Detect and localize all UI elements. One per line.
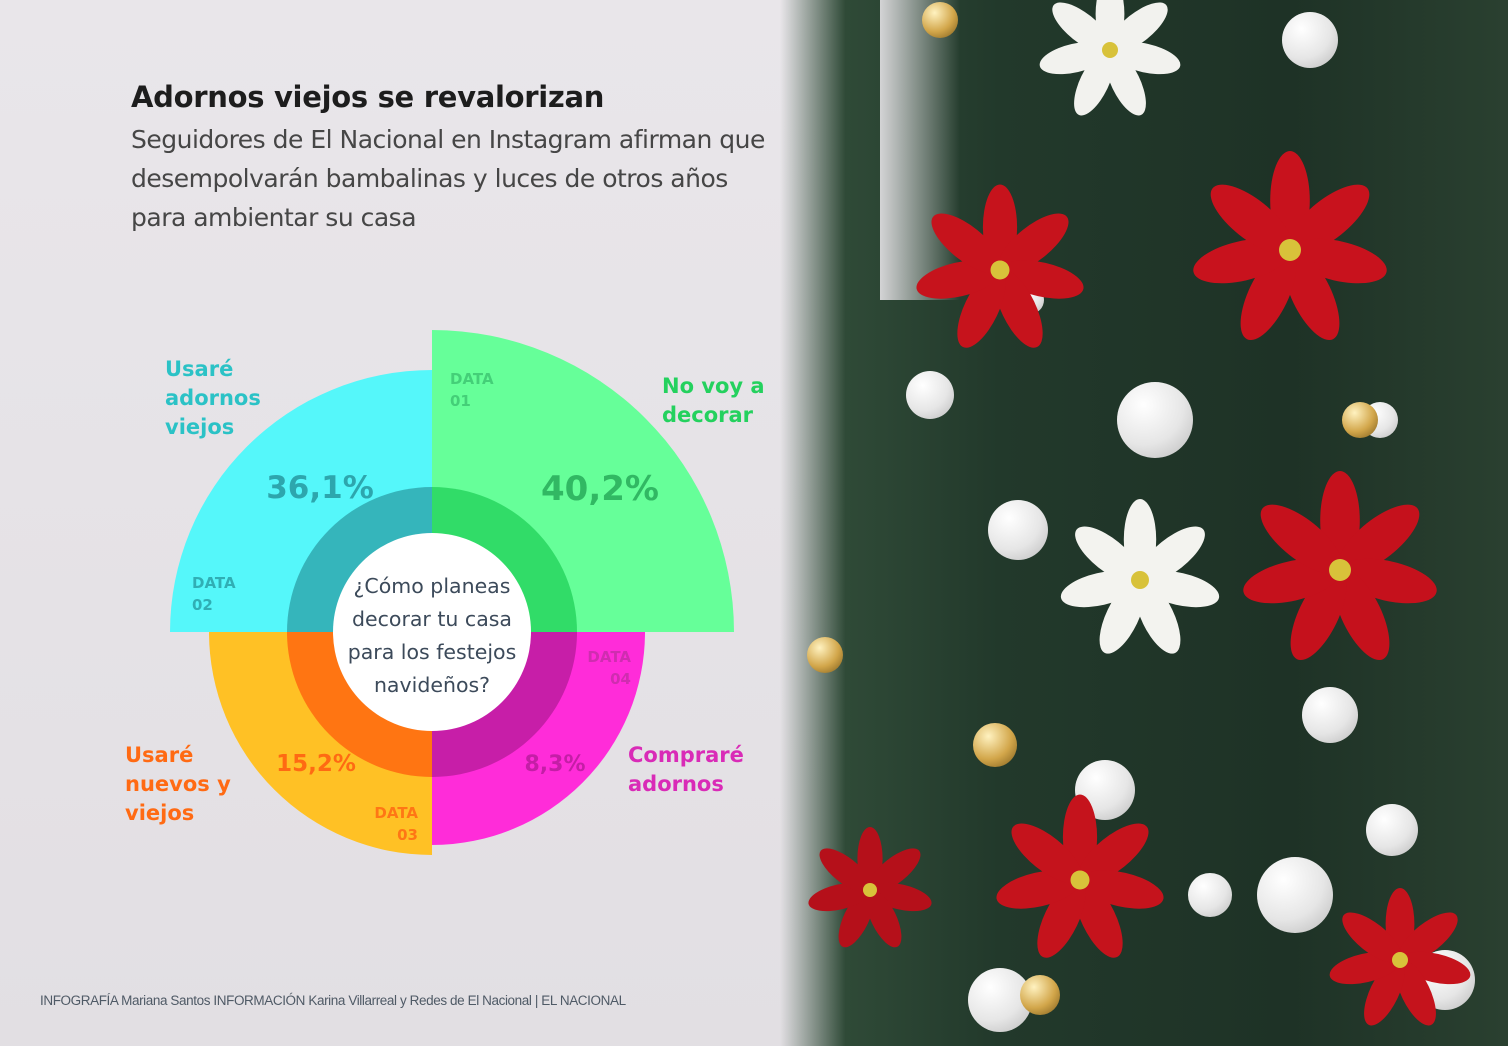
chart-subtitle: Seguidores de El Nacional en Instagram a… [131,120,851,237]
header: Adornos viejos se revalorizan Seguidores… [131,80,851,237]
gold-ornament-icon [1020,975,1060,1015]
poinsettia-icon [1243,471,1437,661]
ornament-ball-icon [1366,804,1418,856]
credit-line: INFOGRAFÍA Mariana Santos INFORMACIÓN Ka… [40,993,626,1008]
ornament-ball-icon [1302,687,1358,743]
ornament-ball-icon [1117,382,1193,458]
slice-id-label: DATA 03 [374,804,418,844]
slice-category-label: Compraré adornos [628,743,744,796]
poinsettia-icon [996,794,1164,958]
chart-title: Adornos viejos se revalorizan [131,80,605,114]
subtitle-line: para ambientar su casa [131,203,417,232]
white-poinsettia-icon [1060,499,1220,654]
ornament-ball-icon [906,371,954,419]
slice-id-label: DATA 01 [450,370,494,410]
ornament-ball-icon [1282,12,1338,68]
slice-category-label: Usaré nuevos y viejos [125,743,231,825]
slice-id-label: DATA 02 [192,574,236,614]
poinsettia-icon [1329,888,1471,1026]
subtitle-line: desempolvarán bambalinas y luces de otro… [131,164,728,193]
poinsettia-icon [1193,151,1387,341]
gold-ornament-icon [973,723,1017,767]
slice-id-label: DATA 04 [587,648,631,688]
slice-value-label: 8,3% [524,752,585,777]
subtitle-line: Seguidores de El Nacional en Instagram a… [131,125,765,154]
slice-value-label: 40,2% [541,469,659,509]
poinsettia-icon [916,184,1084,348]
slice-value-label: 36,1% [266,470,374,506]
chart-center-circle [333,533,531,731]
ornament-ball-icon [1257,857,1333,933]
slice-value-label: 15,2% [276,751,356,777]
poinsettia-icon [808,827,932,948]
gold-ornament-icon [807,637,843,673]
gold-ornament-icon [1342,402,1378,438]
white-poinsettia-icon [1039,0,1181,116]
slice-category-label: Usaré adornos viejos [165,357,261,439]
background-wall [880,0,960,300]
gold-ornament-icon [922,2,958,38]
ornament-ball-icon [988,500,1048,560]
center-question: ¿Cómo planeas decorar tu casa para los fes… [348,574,517,697]
ornament-ball-icon [1188,873,1232,917]
slice-category-label: No voy a decorar [662,374,765,427]
